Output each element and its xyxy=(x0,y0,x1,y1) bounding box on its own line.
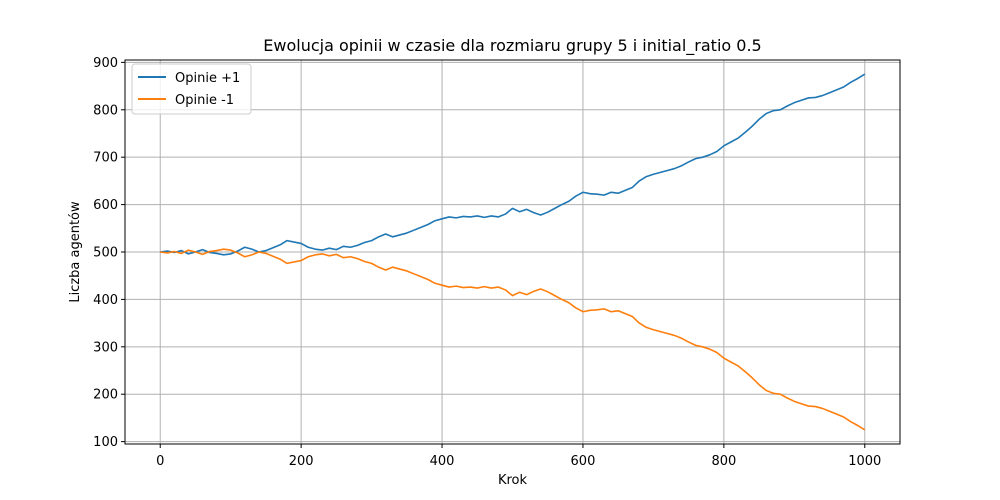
series-line-opinie-minus xyxy=(160,248,866,431)
grid xyxy=(125,60,900,444)
y-tick-label: 700 xyxy=(93,151,118,166)
y-tick-label: 500 xyxy=(93,246,118,261)
series-layer xyxy=(160,73,866,431)
legend: Opinie +1 Opinie -1 xyxy=(131,63,252,115)
chart-title: Ewolucja opinii w czasie dla rozmiaru gr… xyxy=(263,36,761,56)
x-axis-label: Krok xyxy=(498,473,528,488)
x-tick-label: 800 xyxy=(711,454,736,469)
x-tick-label: 1000 xyxy=(848,454,881,469)
y-tick-label: 300 xyxy=(93,340,118,355)
y-tick-label: 900 xyxy=(93,56,118,71)
x-tick-label: 600 xyxy=(571,454,596,469)
x-tick-label: 200 xyxy=(289,454,314,469)
y-tick-label: 400 xyxy=(93,293,118,308)
y-tick-label: 200 xyxy=(93,388,118,403)
x-tick-label: 0 xyxy=(156,454,164,469)
y-axis-ticks: 100 200 300 400 500 600 700 800 900 xyxy=(93,56,125,450)
series-line-opinie-plus xyxy=(160,73,866,256)
y-tick-label: 100 xyxy=(93,435,118,450)
x-axis-ticks: 0 200 400 600 800 1000 xyxy=(156,444,881,469)
y-axis-label: Liczba agentów xyxy=(68,201,83,303)
x-tick-label: 400 xyxy=(430,454,455,469)
legend-label-opinie-plus: Opinie +1 xyxy=(175,71,240,86)
y-tick-label: 800 xyxy=(93,103,118,118)
legend-label-opinie-minus: Opinie -1 xyxy=(175,93,234,108)
y-tick-label: 600 xyxy=(93,198,118,213)
